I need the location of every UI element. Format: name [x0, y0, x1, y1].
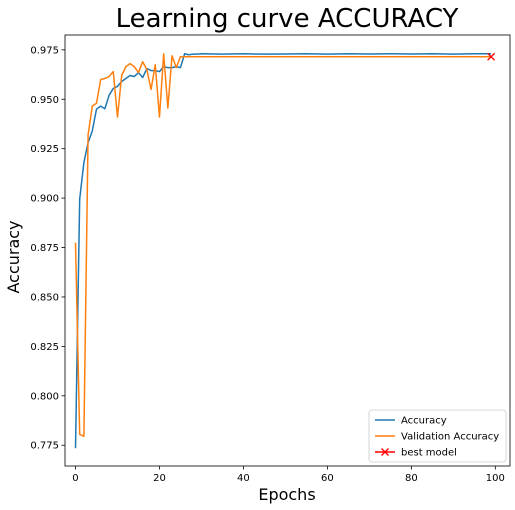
- x-tick-label: 40: [237, 473, 250, 484]
- y-tick-label: 0.775: [30, 441, 59, 452]
- best-model-marker: [487, 52, 496, 61]
- legend-label-best-model: best model: [401, 448, 457, 459]
- legend-marker-stroke: [381, 448, 389, 456]
- legend-label-validation-accuracy: Validation Accuracy: [401, 432, 499, 443]
- marker-stroke: [487, 52, 496, 61]
- legend-label-accuracy: Accuracy: [401, 416, 447, 427]
- y-tick-label: 0.850: [30, 292, 59, 303]
- y-tick-label: 0.875: [30, 243, 59, 254]
- series-line-validation-accuracy: [74, 53, 492, 438]
- x-tick-label: 0: [72, 473, 78, 484]
- y-tick-label: 0.975: [30, 45, 59, 56]
- x-axis-label: Epochs: [258, 485, 315, 504]
- y-tick-label: 0.900: [30, 194, 59, 205]
- y-axis-label: Accuracy: [4, 220, 23, 293]
- legend-box: [368, 409, 507, 463]
- x-tick-label: 80: [405, 473, 418, 484]
- x-tick-label: 20: [153, 473, 166, 484]
- x-tick-label: 100: [486, 473, 505, 484]
- legend: Accuracy Validation Accuracy best model: [368, 409, 507, 463]
- plot-area: [64, 34, 511, 467]
- y-tick-label: 0.825: [30, 342, 59, 353]
- y-tick-label: 0.925: [30, 144, 59, 155]
- y-tick-label: 0.950: [30, 95, 59, 106]
- plot-frame: [64, 34, 511, 467]
- y-tick-label: 0.800: [30, 391, 59, 402]
- x-tick-label: 60: [321, 473, 334, 484]
- chart-title: Learning curve ACCURACY: [116, 4, 459, 34]
- x-axis-ticks: 0 20 40 60 80 100: [72, 466, 505, 484]
- series-line-accuracy: [74, 53, 492, 449]
- y-axis-ticks: 0.775 0.800 0.825 0.850 0.875 0.900 0.925 0.950…: [30, 45, 65, 452]
